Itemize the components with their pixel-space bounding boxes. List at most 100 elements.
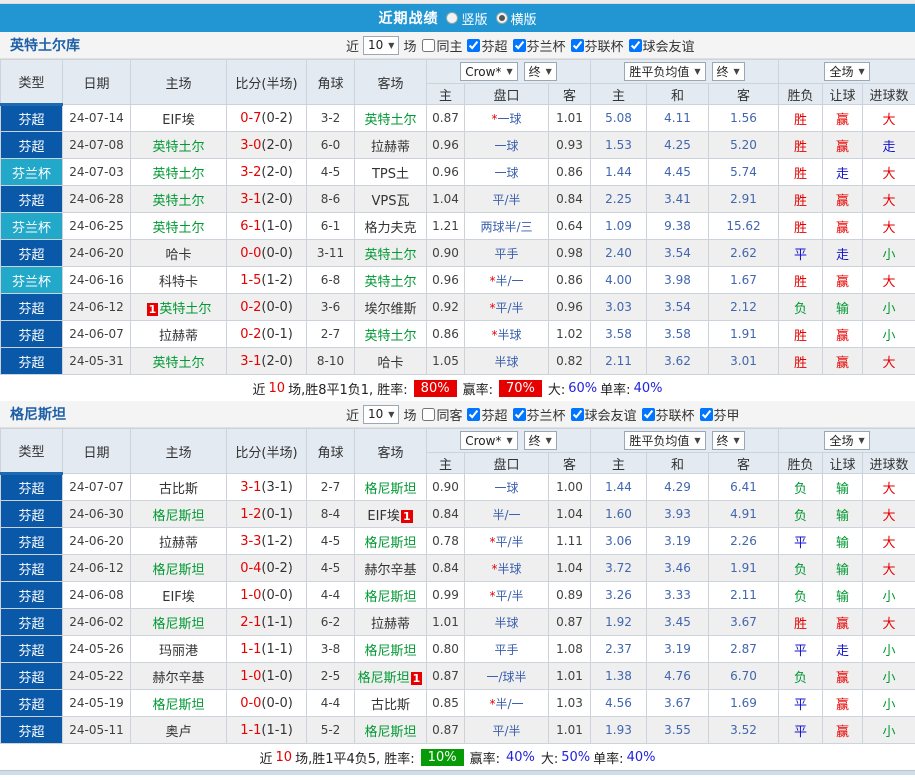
score-cell: 3-2(2-0) (226, 158, 307, 186)
asia-handicap-header: 盘口 (464, 452, 549, 474)
checkbox-input[interactable] (467, 38, 481, 52)
checkbox-label: 同客 (436, 408, 463, 424)
asia-handicap-cell: 平/半 (464, 185, 549, 213)
filter-checkbox-2[interactable]: 芬兰杯 (508, 405, 566, 424)
asia-home-odds-cell: 1.01 (426, 608, 465, 636)
scope-select[interactable]: 全场 ▼ (824, 62, 870, 81)
chevron-down-icon: ▼ (858, 67, 865, 76)
filter-checkbox-5[interactable]: 芬甲 (695, 405, 740, 424)
checkbox-input[interactable] (422, 407, 436, 421)
filter-checkbox-2[interactable]: 芬兰杯 (508, 36, 566, 55)
asia-home-odds-cell: 0.99 (426, 581, 465, 609)
filter-checkbox-4[interactable]: 球会友谊 (624, 36, 695, 55)
filter-checkbox-0[interactable]: 同主 (420, 36, 462, 55)
checkbox-input[interactable] (467, 407, 481, 421)
europe-draw-odds-cell: 3.19 (646, 527, 709, 555)
asia-home-odds-cell: 0.86 (426, 320, 465, 348)
sections-container: 英特土尔库 近 10 ▼ 场 同主 芬超 芬兰杯 芬联杯 球会友谊 类型 (0, 32, 915, 770)
europe-draw-odds-cell: 3.98 (646, 266, 709, 294)
col-type-header[interactable]: 类型 (0, 59, 63, 106)
table-row: 芬超 24-05-22 赫尔辛基 1-0(1-0) 2-5 格尼斯坦 1 0.87… (0, 662, 915, 690)
checkbox-input[interactable] (570, 38, 584, 52)
checkbox-label: 芬兰杯 (526, 39, 566, 55)
checkbox-input[interactable] (570, 407, 584, 421)
col-home-header: 主场 (130, 59, 227, 105)
col-date-header: 日期 (62, 59, 131, 105)
europe-final-select[interactable]: 终 ▼ (711, 431, 745, 450)
europe-away-odds-cell: 1.67 (707, 266, 780, 294)
asia-home-odds-cell: 0.96 (426, 266, 465, 294)
checkbox-label: 芬联杯 (584, 39, 624, 55)
europe-home-odds-cell: 3.03 (590, 293, 647, 321)
summary-near: 近 (252, 382, 266, 398)
checkbox-input[interactable] (512, 38, 526, 52)
col-type-header[interactable]: 类型 (0, 428, 63, 475)
europe-draw-odds-cell: 3.58 (646, 320, 709, 348)
checkbox-input[interactable] (699, 407, 713, 421)
europe-company-select[interactable]: 胜平负均值 ▼ (624, 62, 706, 81)
matches-count-select[interactable]: 10 ▼ (363, 404, 400, 424)
radio-horizontal-layout[interactable]: 横版 (495, 9, 537, 28)
filter-checkbox-1[interactable]: 芬超 (462, 405, 508, 424)
away-team-cell: 古比斯 (354, 689, 427, 717)
europe-away-odds-cell: 2.62 (707, 239, 780, 267)
goals-result-cell: 大 (862, 608, 915, 636)
europe-odds-group-header: 胜平负均值 ▼ 终 ▼ (589, 59, 780, 84)
single-rate-label: 单率: (593, 751, 624, 767)
checkbox-input[interactable] (628, 38, 642, 52)
half-time-score: (2-0) (261, 191, 293, 207)
checkbox-input[interactable] (422, 38, 436, 52)
asia-away-header: 客 (548, 452, 591, 474)
europe-home-odds-cell: 2.40 (590, 239, 647, 267)
asia-company-select[interactable]: Crow* ▼ (460, 62, 518, 81)
home-team-cell: 赫尔辛基 (130, 662, 227, 690)
matches-count-select[interactable]: 10 ▼ (363, 35, 400, 55)
home-team-cell: 拉赫蒂 (130, 320, 227, 348)
europe-final-select[interactable]: 终 ▼ (711, 62, 745, 81)
checkbox-input[interactable] (641, 407, 655, 421)
checkbox-input[interactable] (512, 407, 526, 421)
asia-home-odds-cell: 0.84 (426, 500, 465, 528)
handicap-result-cell: 赢 (822, 104, 864, 132)
filter-checkbox-3[interactable]: 芬联杯 (566, 36, 624, 55)
team-name: 英特土尔库 (10, 38, 80, 54)
summary-bar: 近 10 场,胜1平4负5, 胜率: 10% 赢率: 40% 大: 50% 单率: 40… (0, 744, 915, 770)
goals-result-cell: 大 (862, 527, 915, 555)
goals-result-cell: 走 (862, 131, 915, 159)
asia-home-odds-cell: 0.85 (426, 689, 465, 717)
filter-checkbox-3[interactable]: 球会友谊 (566, 405, 637, 424)
big-rate-value: 60% (568, 380, 598, 396)
asia-final-select[interactable]: 终 ▼ (523, 62, 557, 81)
europe-final-value: 终 (716, 65, 729, 79)
filter-checkbox-4[interactable]: 芬联杯 (637, 405, 695, 424)
results-body: 芬超 24-07-14 EIF埃 0-7(0-2) 3-2 英特土尔 0.87 … (0, 104, 915, 375)
home-team-name: 哈卡 (165, 247, 192, 263)
corner-cell: 6-8 (306, 266, 355, 294)
full-time-score: 1-5 (240, 272, 262, 288)
europe-company-select[interactable]: 胜平负均值 ▼ (624, 431, 706, 450)
asia-handicap-cell: 半/一 (464, 500, 549, 528)
radio-icon-checked[interactable] (495, 12, 508, 24)
result-header: 胜负 (778, 452, 824, 474)
away-team-cell: 格尼斯坦 (354, 635, 427, 663)
score-cell: 0-4(0-2) (226, 554, 307, 582)
goals-result-cell: 大 (862, 347, 915, 375)
europe-away-header: 客 (707, 83, 780, 105)
asia-final-select[interactable]: 终 ▼ (523, 431, 557, 450)
checkbox-label: 芬超 (481, 39, 508, 55)
asia-company-select[interactable]: Crow* ▼ (460, 431, 518, 450)
radio-vertical-layout[interactable]: 竖版 (446, 9, 488, 28)
score-cell: 1-2(0-1) (226, 500, 307, 528)
home-team-name: EIF埃 (162, 589, 195, 605)
goals-result-cell: 大 (862, 266, 915, 294)
filter-checkbox-1[interactable]: 芬超 (462, 36, 508, 55)
scope-select[interactable]: 全场 ▼ (824, 431, 870, 450)
home-team-name: 格尼斯坦 (152, 508, 205, 524)
asia-handicap-cell: 平手 (464, 239, 549, 267)
radio-icon[interactable] (446, 12, 459, 24)
away-team-name: EIF埃 (367, 508, 400, 524)
europe-away-odds-cell: 6.41 (707, 473, 780, 501)
filter-checkbox-0[interactable]: 同客 (420, 405, 462, 424)
half-time-score: (0-0) (261, 245, 293, 261)
home-team-cell: 奥卢 (130, 716, 227, 744)
